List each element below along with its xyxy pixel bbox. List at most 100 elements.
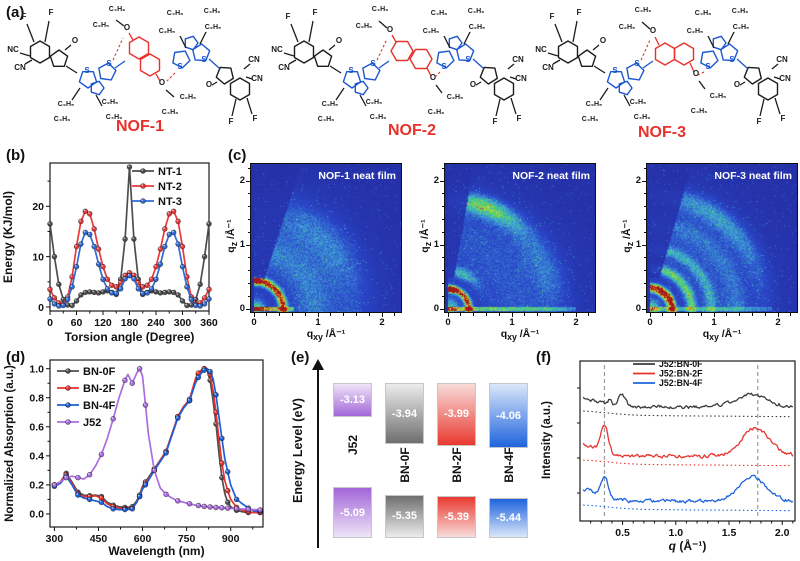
data-point-highlight <box>208 505 211 507</box>
data-point <box>170 289 177 296</box>
data-point <box>117 286 124 292</box>
data-point-highlight <box>180 264 183 267</box>
ring <box>455 43 475 62</box>
atom-label-F: F <box>313 8 318 17</box>
bond <box>115 19 125 27</box>
data-point-highlight <box>66 403 69 405</box>
atom-label-C4: C₄H₉ <box>431 10 448 17</box>
data-point-highlight <box>136 277 139 280</box>
atom-label-F: F <box>253 114 258 123</box>
y-minor-tick <box>247 257 250 259</box>
bond <box>572 20 578 43</box>
baseline-fit-J52:BN-4F <box>583 504 792 512</box>
panel-label-d: (d) <box>6 349 26 366</box>
atom-label-C2: C₂H₅ <box>619 24 635 31</box>
data-point-highlight <box>220 436 222 439</box>
bond <box>739 81 746 86</box>
data-point <box>207 368 213 375</box>
data-point-highlight <box>163 227 165 229</box>
bond <box>246 97 253 115</box>
atom-label-F: F <box>781 114 786 123</box>
data-point <box>122 377 128 384</box>
data-point-highlight <box>74 299 77 301</box>
atom-label-F: F <box>49 8 54 17</box>
x-tick <box>777 313 779 317</box>
data-point-highlight <box>118 277 121 280</box>
data-point-highlight <box>88 290 90 292</box>
atom-label-C4: C₄H₉ <box>318 116 335 123</box>
data-point <box>195 374 202 381</box>
legend-item-NT-3: NT-3 <box>158 196 182 208</box>
data-point-highlight <box>130 381 133 384</box>
data-point <box>140 198 146 204</box>
ring <box>700 50 719 69</box>
y-tick <box>440 308 444 310</box>
data-point-highlight <box>187 398 190 401</box>
lumo-bar-BN-0F: -3.94 <box>385 383 424 445</box>
data-point-highlight <box>123 276 126 279</box>
x-minor-tick <box>739 313 741 316</box>
ring <box>362 62 381 81</box>
data-point-highlight <box>70 303 73 306</box>
data-point <box>153 289 159 295</box>
ring <box>606 70 626 89</box>
data-point-highlight <box>167 232 170 235</box>
x-minor-tick <box>291 313 293 316</box>
y-minor-tick <box>441 257 444 259</box>
data-point-highlight <box>70 274 73 277</box>
data-point-highlight <box>226 506 228 509</box>
data-point <box>186 500 193 507</box>
x-tick-label: 300 <box>174 317 192 329</box>
x-minor-tick <box>368 313 370 316</box>
data-point-highlight <box>110 283 112 286</box>
ring <box>172 50 191 69</box>
data-point <box>126 164 133 170</box>
data-point <box>144 290 150 296</box>
bond <box>378 20 388 29</box>
panel-label-b: (b) <box>6 147 26 164</box>
data-point-highlight <box>176 293 179 295</box>
x-minor-tick <box>687 313 689 316</box>
atom-label-F: F <box>757 117 762 126</box>
molecule-nof-2: F F NC CN O S S C₂H₅ C₂H₅ C₄H₉ C₄H₉ S S C₂H₅ C₂H₅ C₄H₉ C… <box>268 2 528 142</box>
x-minor-tick <box>498 313 500 316</box>
atom-label-O: O <box>124 23 130 32</box>
x-tick-label: 180 <box>121 317 139 329</box>
data-point-highlight <box>220 506 222 508</box>
data-point <box>162 226 168 232</box>
data-point-highlight <box>57 304 59 306</box>
legend-item-NT-1: NT-1 <box>158 166 182 178</box>
giwaxs-panel-nof-1: NOF-1 neat film qxy /Å⁻¹ qz /Å⁻¹ 0 1 2 0 1 2 <box>225 163 402 342</box>
ring <box>626 62 645 81</box>
tick-label: 0 <box>445 317 451 328</box>
data-point-highlight <box>207 287 210 290</box>
data-point <box>179 263 186 270</box>
data-point <box>166 211 173 217</box>
y-minor-tick <box>247 282 250 284</box>
panel-label-a: (a) <box>6 4 25 21</box>
atom-label-F: F <box>22 12 27 21</box>
y-tick-label: 1.0 <box>29 364 44 376</box>
y-tick-label: 0 <box>38 302 44 314</box>
atom-label-C2: C₂H₅ <box>205 24 221 31</box>
bond <box>547 52 559 57</box>
y-minor-tick <box>247 167 250 169</box>
bond <box>359 94 367 107</box>
energy-axis-label: Energy Level (eV) <box>291 398 305 503</box>
bond <box>773 76 781 80</box>
data-point-highlight <box>127 165 130 168</box>
x-minor-tick <box>588 313 590 316</box>
axis-label-qxy: qxy /Å⁻¹ <box>306 328 346 343</box>
x-tick-label: 0 <box>47 317 53 329</box>
x-tick-label: 0.5 <box>615 527 630 539</box>
material-label-BN-4F: BN-4F <box>501 447 516 483</box>
data-point-highlight <box>76 475 79 478</box>
x-tick <box>713 313 715 317</box>
data-point <box>233 496 240 503</box>
x-tick-label: 1.5 <box>722 527 737 539</box>
data-point <box>131 236 137 242</box>
atom-label-CN: CN <box>542 63 554 72</box>
molecule-nof-3: F F NC CN O S S C₂H₅ C₂H₅ C₄H₉ C₄H₉ S S C₂H₅ C₂H₅ C₄H₉ C… <box>532 2 792 142</box>
y-tick-label: 0.0 <box>29 509 44 521</box>
